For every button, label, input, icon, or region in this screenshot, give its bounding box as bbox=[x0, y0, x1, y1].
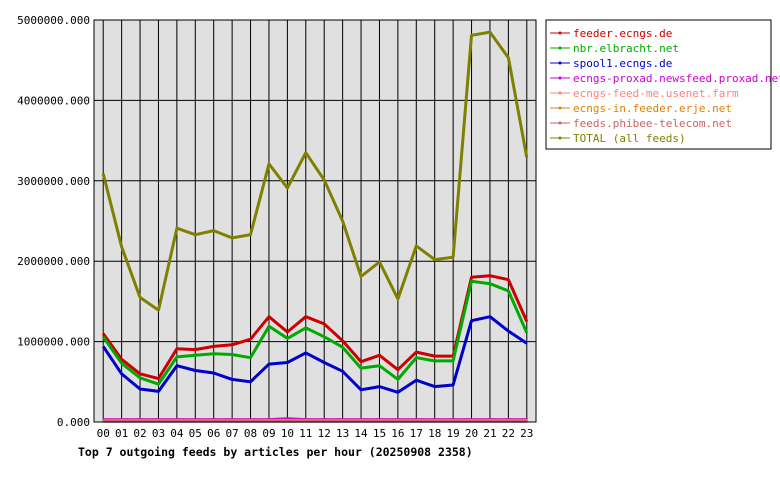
x-tick-label: 09 bbox=[262, 427, 275, 440]
legend-marker bbox=[558, 106, 562, 110]
legend-box bbox=[545, 19, 772, 150]
legend-label: ecngs-proxad.newsfeed.proxad.net bbox=[573, 72, 780, 85]
y-tick-label: 3000000.000 bbox=[17, 175, 90, 188]
x-tick-label: 04 bbox=[170, 427, 184, 440]
plot-area bbox=[94, 20, 536, 422]
x-tick-label: 11 bbox=[299, 427, 312, 440]
y-tick-labels: 0.000 1000000.000 2000000.000 3000000.000 40… bbox=[17, 14, 90, 429]
x-tick-label: 18 bbox=[428, 427, 441, 440]
plot-border bbox=[93, 19, 537, 423]
legend-marker bbox=[558, 121, 562, 125]
x-tick-label: 10 bbox=[281, 427, 294, 440]
legend-label: ecngs-feed-me.usenet.farm bbox=[573, 87, 739, 100]
x-tick-label: 22 bbox=[502, 427, 515, 440]
legend-label: TOTAL (all feeds) bbox=[573, 132, 686, 145]
y-tick-label: 0.000 bbox=[57, 416, 90, 429]
legend-label: feeder.ecngs.de bbox=[573, 27, 672, 40]
x-tick-label: 07 bbox=[226, 427, 239, 440]
x-tick-label: 05 bbox=[189, 427, 202, 440]
y-tick-label: 2000000.000 bbox=[17, 255, 90, 268]
x-tick-label: 08 bbox=[244, 427, 257, 440]
x-tick-label: 12 bbox=[318, 427, 331, 440]
legend: feeder.ecngs.de nbr.elbracht.net spool1.ec… bbox=[545, 19, 780, 150]
legend-marker bbox=[558, 46, 562, 50]
x-tick-labels: 00 01 02 03 04 05 06 07 08 09 10 11 12 13 14 15 16 17 18 19… bbox=[97, 427, 534, 440]
x-tick-label: 03 bbox=[152, 427, 165, 440]
x-tick-label: 14 bbox=[354, 427, 368, 440]
legend-marker bbox=[558, 61, 562, 65]
legend-marker bbox=[558, 76, 562, 80]
x-tick-label: 19 bbox=[447, 427, 460, 440]
x-tick-label: 06 bbox=[207, 427, 220, 440]
x-tick-label: 00 bbox=[97, 427, 110, 440]
legend-marker bbox=[558, 136, 562, 140]
x-tick-label: 15 bbox=[373, 427, 386, 440]
legend-marker bbox=[558, 31, 562, 35]
x-tick-label: 23 bbox=[520, 427, 533, 440]
x-tick-label: 02 bbox=[133, 427, 146, 440]
legend-marker bbox=[558, 91, 562, 95]
x-tick-label: 01 bbox=[115, 427, 128, 440]
series-line bbox=[101, 30, 529, 312]
legend-label: feeds.phibee-telecom.net bbox=[573, 117, 732, 130]
x-tick-label: 17 bbox=[410, 427, 423, 440]
series-line bbox=[101, 315, 528, 394]
y-tick-label: 4000000.000 bbox=[17, 94, 90, 107]
x-tick-label: 16 bbox=[391, 427, 404, 440]
x-tick-label: 13 bbox=[336, 427, 349, 440]
legend-label: ecngs-in.feeder.erje.net bbox=[573, 102, 732, 115]
legend-label: nbr.elbracht.net bbox=[573, 42, 679, 55]
series-lines bbox=[101, 30, 529, 423]
y-tick-label: 5000000.000 bbox=[17, 14, 90, 27]
x-tick-label: 20 bbox=[465, 427, 478, 440]
chart-title: Top 7 outgoing feeds by articles per hou… bbox=[78, 445, 473, 459]
y-tick-label: 1000000.000 bbox=[17, 336, 90, 349]
x-tick-label: 21 bbox=[483, 427, 496, 440]
series-line bbox=[101, 279, 529, 386]
legend-label: spool1.ecngs.de bbox=[573, 57, 672, 70]
